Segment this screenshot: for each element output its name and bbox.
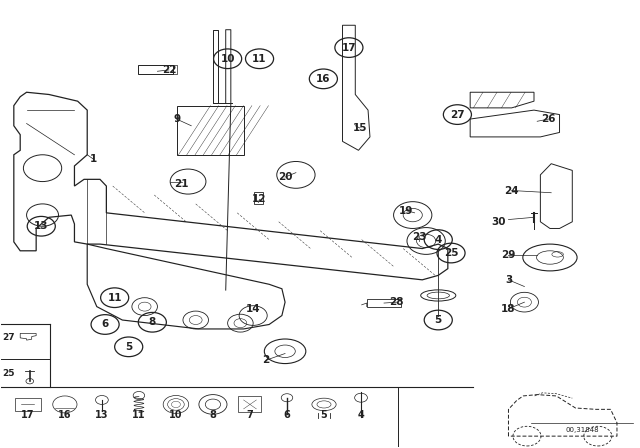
Text: 5: 5 <box>125 342 132 352</box>
Text: 8: 8 <box>148 317 156 327</box>
Text: 16: 16 <box>58 410 72 420</box>
Text: 29: 29 <box>501 250 516 260</box>
Text: 3: 3 <box>505 275 512 285</box>
Text: 20: 20 <box>278 172 292 182</box>
Text: 6: 6 <box>102 319 109 329</box>
Text: 8: 8 <box>209 410 216 420</box>
Text: 11: 11 <box>252 54 267 64</box>
Text: 24: 24 <box>504 185 519 195</box>
Bar <box>254 192 263 204</box>
Text: 10: 10 <box>220 54 235 64</box>
Text: 15: 15 <box>353 123 367 133</box>
Text: 6: 6 <box>284 410 291 420</box>
Bar <box>138 65 173 74</box>
Text: 9: 9 <box>173 114 180 124</box>
Text: 10: 10 <box>169 410 182 420</box>
Text: 12: 12 <box>252 194 267 204</box>
Text: 19: 19 <box>399 206 413 215</box>
Text: 25: 25 <box>444 248 458 258</box>
Text: 18: 18 <box>501 304 516 314</box>
Text: 11: 11 <box>132 410 146 420</box>
Text: 21: 21 <box>175 179 189 189</box>
Text: 30: 30 <box>492 217 506 227</box>
Text: 4: 4 <box>435 235 442 245</box>
Text: 25: 25 <box>3 369 15 378</box>
Text: 1: 1 <box>90 154 97 164</box>
Bar <box>367 298 401 306</box>
Text: 16: 16 <box>316 74 331 84</box>
Text: 2: 2 <box>262 355 269 365</box>
Text: 26: 26 <box>541 114 556 124</box>
Text: 5: 5 <box>321 410 328 420</box>
Text: 13: 13 <box>95 410 109 420</box>
Text: 22: 22 <box>162 65 176 75</box>
Text: 17: 17 <box>21 410 35 420</box>
Text: 5: 5 <box>435 315 442 325</box>
Text: 7: 7 <box>246 410 253 420</box>
Text: 14: 14 <box>246 304 260 314</box>
Text: 28: 28 <box>390 297 404 307</box>
Bar <box>239 396 262 413</box>
Bar <box>15 398 40 411</box>
Text: 17: 17 <box>342 43 356 52</box>
Text: 13: 13 <box>34 221 49 231</box>
Text: 11: 11 <box>108 293 122 303</box>
Text: 27: 27 <box>3 333 15 342</box>
Text: 23: 23 <box>412 233 426 242</box>
Text: 27: 27 <box>450 110 465 120</box>
Text: 4: 4 <box>358 410 364 420</box>
Bar <box>177 106 244 155</box>
Text: 00,31848: 00,31848 <box>565 427 598 433</box>
